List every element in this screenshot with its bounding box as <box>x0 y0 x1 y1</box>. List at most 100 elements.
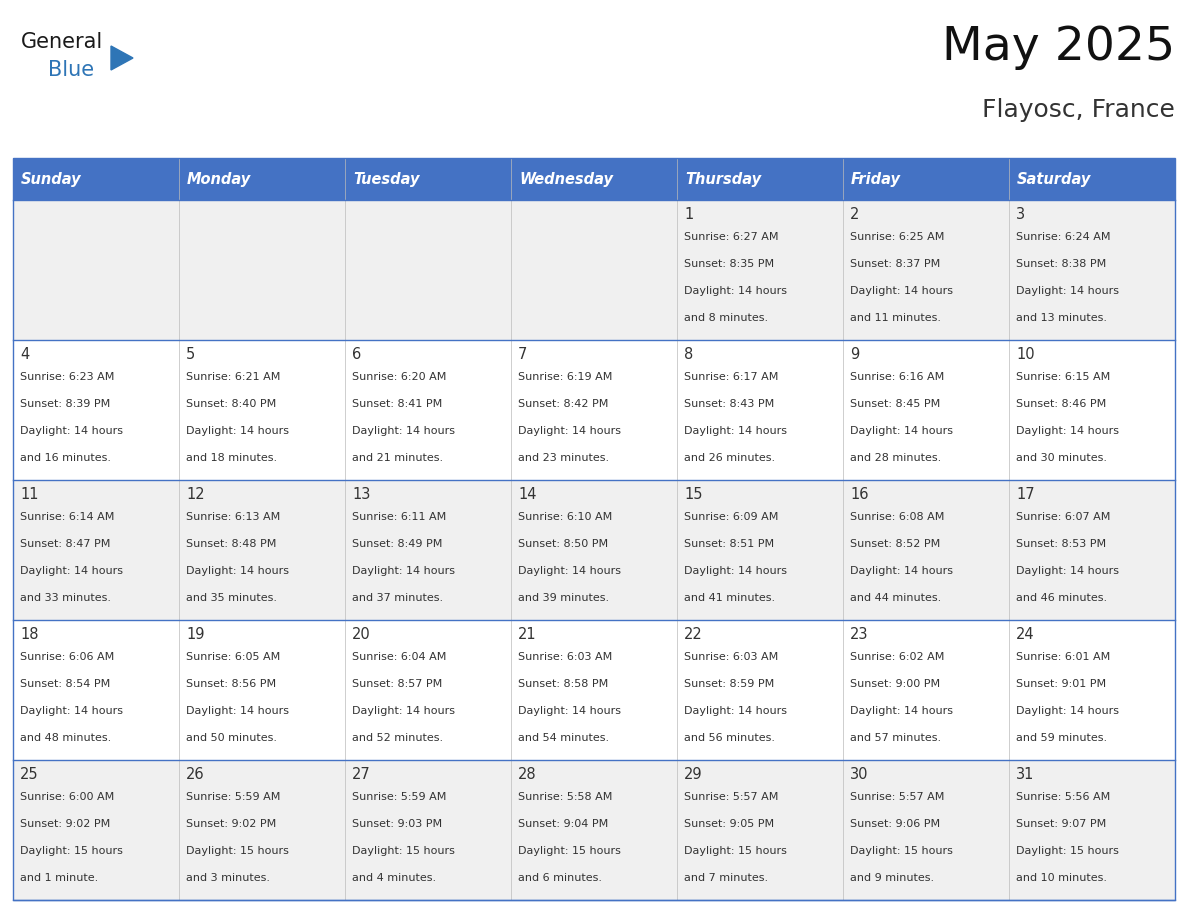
Text: 3: 3 <box>1016 207 1025 222</box>
Text: Sunset: 8:40 PM: Sunset: 8:40 PM <box>187 399 277 409</box>
Text: and 52 minutes.: and 52 minutes. <box>352 733 443 743</box>
Text: Sunset: 8:35 PM: Sunset: 8:35 PM <box>684 259 775 269</box>
Text: 30: 30 <box>849 767 868 782</box>
Text: Sunrise: 5:57 AM: Sunrise: 5:57 AM <box>849 792 944 802</box>
Text: 22: 22 <box>684 627 703 642</box>
Text: Wednesday: Wednesday <box>519 172 613 186</box>
Text: 25: 25 <box>20 767 39 782</box>
Text: Sunrise: 6:06 AM: Sunrise: 6:06 AM <box>20 652 114 662</box>
Text: Sunrise: 6:00 AM: Sunrise: 6:00 AM <box>20 792 114 802</box>
Text: Sunset: 9:02 PM: Sunset: 9:02 PM <box>20 819 110 829</box>
Text: Sunset: 8:48 PM: Sunset: 8:48 PM <box>187 539 277 549</box>
Text: and 30 minutes.: and 30 minutes. <box>1016 453 1107 463</box>
Text: Daylight: 14 hours: Daylight: 14 hours <box>20 706 124 716</box>
Text: Daylight: 14 hours: Daylight: 14 hours <box>518 706 621 716</box>
Text: 31: 31 <box>1016 767 1035 782</box>
Text: 8: 8 <box>684 347 694 362</box>
Text: Sunrise: 6:25 AM: Sunrise: 6:25 AM <box>849 232 944 242</box>
Text: Sunset: 8:58 PM: Sunset: 8:58 PM <box>518 679 608 688</box>
Text: Daylight: 14 hours: Daylight: 14 hours <box>518 565 621 576</box>
Text: Daylight: 14 hours: Daylight: 14 hours <box>684 426 786 436</box>
Text: 21: 21 <box>518 627 537 642</box>
Text: Daylight: 14 hours: Daylight: 14 hours <box>352 426 455 436</box>
Text: Sunrise: 6:15 AM: Sunrise: 6:15 AM <box>1016 372 1111 382</box>
Text: Sunset: 9:02 PM: Sunset: 9:02 PM <box>187 819 277 829</box>
Text: 23: 23 <box>849 627 868 642</box>
Text: Daylight: 14 hours: Daylight: 14 hours <box>1016 285 1119 296</box>
Text: Sunset: 8:59 PM: Sunset: 8:59 PM <box>684 679 775 688</box>
Bar <box>13 158 1175 900</box>
Text: Sunset: 8:51 PM: Sunset: 8:51 PM <box>684 539 775 549</box>
Text: Daylight: 14 hours: Daylight: 14 hours <box>1016 426 1119 436</box>
Text: Daylight: 14 hours: Daylight: 14 hours <box>518 426 621 436</box>
Text: Sunrise: 5:58 AM: Sunrise: 5:58 AM <box>518 792 612 802</box>
Text: Sunrise: 6:03 AM: Sunrise: 6:03 AM <box>684 652 778 662</box>
Text: Sunrise: 6:09 AM: Sunrise: 6:09 AM <box>684 512 778 522</box>
Text: Sunrise: 6:08 AM: Sunrise: 6:08 AM <box>849 512 944 522</box>
Text: Daylight: 14 hours: Daylight: 14 hours <box>684 706 786 716</box>
Bar <box>511 158 677 200</box>
Text: Sunrise: 5:59 AM: Sunrise: 5:59 AM <box>352 792 447 802</box>
Bar <box>13 480 1175 620</box>
Text: Daylight: 14 hours: Daylight: 14 hours <box>20 565 124 576</box>
Text: Sunset: 9:01 PM: Sunset: 9:01 PM <box>1016 679 1106 688</box>
Bar <box>13 200 1175 340</box>
Text: 10: 10 <box>1016 347 1035 362</box>
Text: Sunset: 8:43 PM: Sunset: 8:43 PM <box>684 399 775 409</box>
Text: Sunrise: 6:16 AM: Sunrise: 6:16 AM <box>849 372 944 382</box>
Text: Daylight: 14 hours: Daylight: 14 hours <box>684 285 786 296</box>
Text: 14: 14 <box>518 487 537 502</box>
Text: Thursday: Thursday <box>685 172 762 186</box>
Text: Daylight: 15 hours: Daylight: 15 hours <box>684 845 786 856</box>
Text: Sunrise: 6:19 AM: Sunrise: 6:19 AM <box>518 372 612 382</box>
Text: 17: 17 <box>1016 487 1035 502</box>
Text: Daylight: 15 hours: Daylight: 15 hours <box>20 845 122 856</box>
Text: 2: 2 <box>849 207 859 222</box>
Text: 20: 20 <box>352 627 371 642</box>
Text: 24: 24 <box>1016 627 1035 642</box>
Text: General: General <box>21 32 103 52</box>
Bar <box>179 158 345 200</box>
Text: Monday: Monday <box>187 172 251 186</box>
Text: Daylight: 14 hours: Daylight: 14 hours <box>352 706 455 716</box>
Text: and 9 minutes.: and 9 minutes. <box>849 873 934 883</box>
Text: and 41 minutes.: and 41 minutes. <box>684 593 775 603</box>
Text: and 23 minutes.: and 23 minutes. <box>518 453 609 463</box>
Text: Daylight: 14 hours: Daylight: 14 hours <box>187 426 289 436</box>
Text: 6: 6 <box>352 347 361 362</box>
Text: Daylight: 14 hours: Daylight: 14 hours <box>849 706 953 716</box>
Text: Sunset: 8:37 PM: Sunset: 8:37 PM <box>849 259 940 269</box>
Bar <box>345 158 511 200</box>
Text: Blue: Blue <box>48 60 94 80</box>
Text: and 48 minutes.: and 48 minutes. <box>20 733 112 743</box>
Text: Sunset: 8:47 PM: Sunset: 8:47 PM <box>20 539 110 549</box>
Text: 9: 9 <box>849 347 859 362</box>
Bar <box>1009 158 1175 200</box>
Text: and 44 minutes.: and 44 minutes. <box>849 593 941 603</box>
Text: 7: 7 <box>518 347 527 362</box>
Text: Daylight: 14 hours: Daylight: 14 hours <box>1016 565 1119 576</box>
Text: Sunrise: 5:59 AM: Sunrise: 5:59 AM <box>187 792 280 802</box>
Text: Daylight: 15 hours: Daylight: 15 hours <box>518 845 621 856</box>
Text: and 59 minutes.: and 59 minutes. <box>1016 733 1107 743</box>
Text: Sunset: 9:07 PM: Sunset: 9:07 PM <box>1016 819 1106 829</box>
Text: Daylight: 14 hours: Daylight: 14 hours <box>1016 706 1119 716</box>
Text: Sunrise: 6:11 AM: Sunrise: 6:11 AM <box>352 512 447 522</box>
Text: 12: 12 <box>187 487 204 502</box>
Text: Friday: Friday <box>851 172 901 186</box>
Text: and 1 minute.: and 1 minute. <box>20 873 99 883</box>
Text: Daylight: 14 hours: Daylight: 14 hours <box>849 565 953 576</box>
Text: Sunset: 8:49 PM: Sunset: 8:49 PM <box>352 539 442 549</box>
Text: Sunrise: 6:21 AM: Sunrise: 6:21 AM <box>187 372 280 382</box>
Text: Sunset: 8:57 PM: Sunset: 8:57 PM <box>352 679 442 688</box>
Bar <box>13 340 1175 480</box>
Text: Daylight: 14 hours: Daylight: 14 hours <box>352 565 455 576</box>
Text: and 7 minutes.: and 7 minutes. <box>684 873 769 883</box>
Text: Daylight: 14 hours: Daylight: 14 hours <box>849 285 953 296</box>
Text: and 11 minutes.: and 11 minutes. <box>849 313 941 323</box>
Text: Sunset: 8:53 PM: Sunset: 8:53 PM <box>1016 539 1106 549</box>
Text: 28: 28 <box>518 767 537 782</box>
Text: and 57 minutes.: and 57 minutes. <box>849 733 941 743</box>
Text: 11: 11 <box>20 487 38 502</box>
Text: Sunset: 8:38 PM: Sunset: 8:38 PM <box>1016 259 1106 269</box>
